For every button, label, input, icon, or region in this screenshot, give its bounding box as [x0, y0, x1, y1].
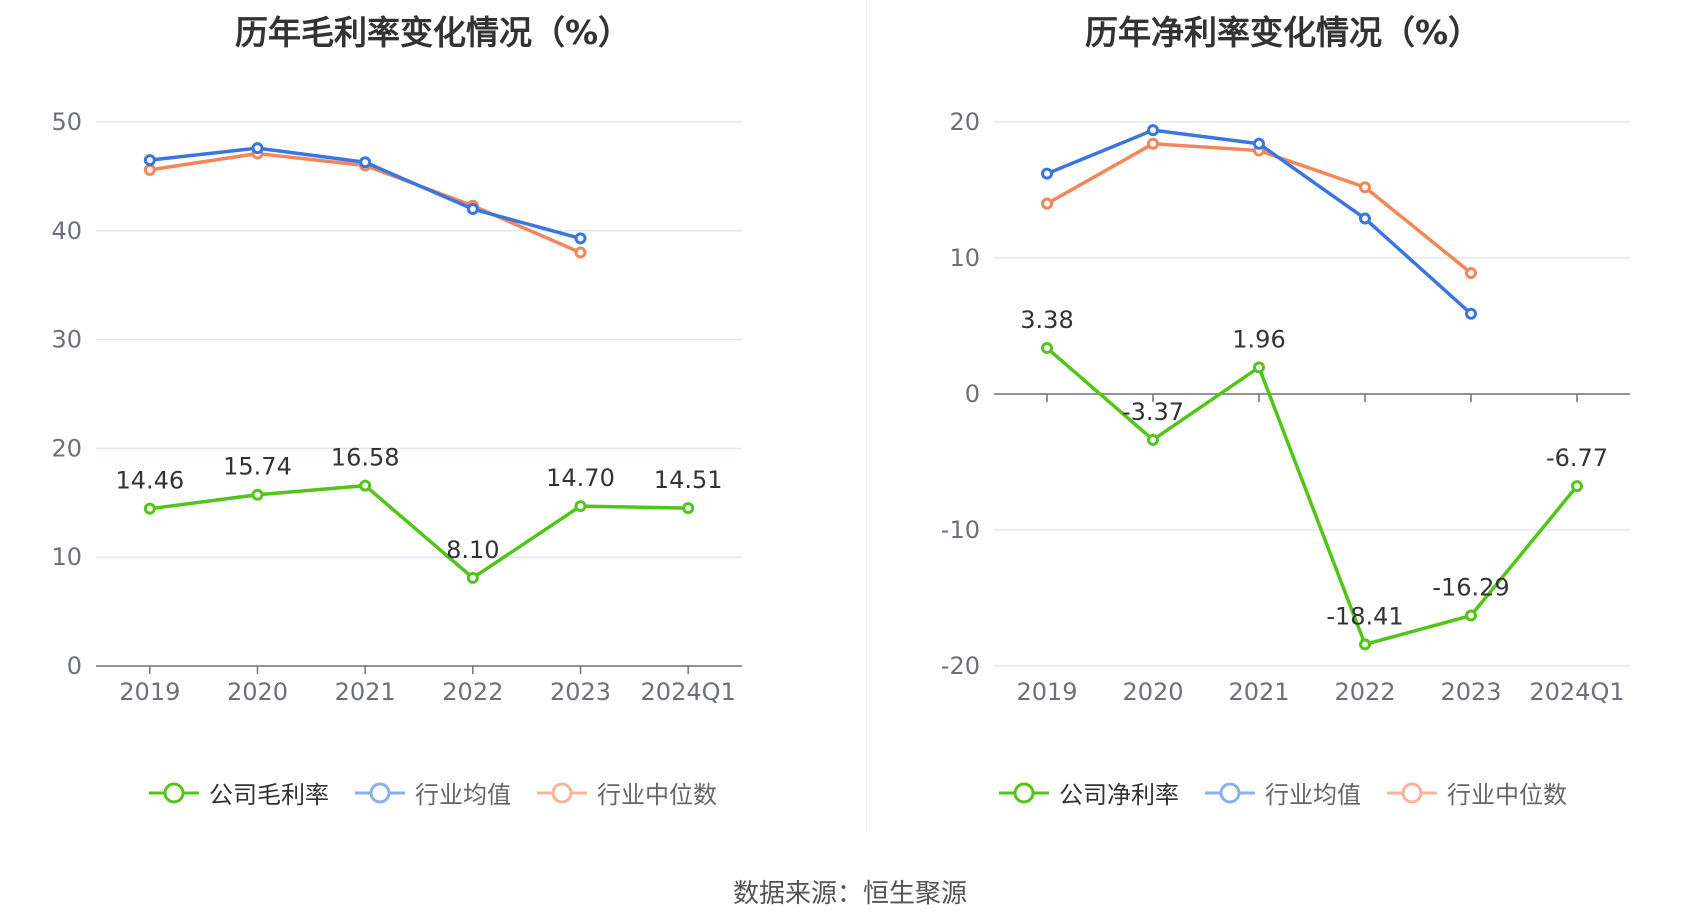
data-point: [1359, 212, 1371, 225]
legend-line-blue-icon: [355, 782, 405, 803]
net-margin-legend: 公司净利率 行业均值 行业中位数: [866, 775, 1700, 810]
data-point: [251, 142, 264, 155]
data-point: [251, 488, 264, 501]
gross-margin-chart-panel: 历年毛利率变化情况（%） 0 10 20 30 40 50 2019 2020 2021 2022…: [0, 0, 866, 830]
data-label: 8.10: [446, 536, 499, 564]
data-point: [143, 502, 156, 515]
series-line: [1045, 346, 1579, 647]
legend-item-industry-average[interactable]: 行业均值: [1205, 775, 1361, 810]
y-tick-label: 20: [949, 108, 980, 136]
data-label: 14.51: [654, 466, 723, 494]
data-point: [574, 232, 587, 245]
data-point: [1147, 137, 1159, 150]
data-point: [1465, 307, 1477, 320]
data-point: [1253, 361, 1265, 374]
legend-label: 行业中位数: [597, 781, 717, 809]
panel-divider: [866, 0, 867, 830]
x-tick-label: 2020: [227, 678, 288, 706]
legend-line-blue-icon: [1205, 782, 1255, 803]
data-point: [1465, 266, 1477, 279]
y-tick-label: 0: [67, 652, 82, 680]
x-tick-label: 2019: [119, 678, 180, 706]
y-tick-label: 40: [51, 217, 82, 245]
series-line: [1046, 142, 1473, 275]
data-label: -18.41: [1326, 602, 1403, 630]
data-point: [682, 502, 695, 515]
data-point: [143, 154, 156, 167]
data-point: [359, 156, 372, 169]
data-point: [1147, 433, 1159, 446]
x-tick-label: 2019: [1016, 678, 1077, 706]
x-tick-label: 2023: [550, 678, 611, 706]
data-label: 14.46: [115, 467, 184, 495]
y-tick-label: 50: [51, 108, 82, 136]
y-tick-label: 0: [965, 380, 980, 408]
data-point: [1041, 197, 1053, 210]
data-point: [1041, 167, 1053, 180]
y-tick-label: 10: [949, 244, 980, 272]
data-point: [1359, 181, 1371, 194]
y-tick-label: -10: [941, 516, 980, 544]
legend-item-industry-average[interactable]: 行业均值: [355, 775, 511, 810]
x-tick-label: 2021: [1228, 678, 1289, 706]
legend-line-orange-icon: [537, 782, 587, 803]
legend-label: 行业中位数: [1447, 781, 1567, 809]
x-tick-label: 2022: [1334, 678, 1395, 706]
data-label: -6.77: [1546, 444, 1608, 472]
data-point: [574, 500, 587, 513]
data-point: [1571, 480, 1583, 493]
data-label: 1.96: [1232, 325, 1285, 353]
data-point: [574, 246, 587, 259]
y-tick-label: 30: [51, 326, 82, 354]
legend-label: 公司净利率: [1059, 781, 1179, 809]
data-point: [466, 203, 479, 216]
legend-label: 行业均值: [415, 781, 511, 809]
net-margin-chart-title: 历年净利率变化情况（%）: [1084, 13, 1482, 52]
data-label: 15.74: [223, 453, 292, 481]
data-point: [1359, 638, 1371, 651]
x-tick-label: 2022: [442, 678, 503, 706]
gross-margin-chart: 0 10 20 30 40 50 2019 2020 2021 2022 2023 2024Q1 14.…: [51, 108, 742, 706]
x-tick-label: 2021: [335, 678, 396, 706]
x-tick-label: 2024Q1: [1529, 678, 1624, 706]
y-tick-label: 10: [51, 543, 82, 571]
gross-margin-chart-title: 历年毛利率变化情况（%）: [234, 13, 632, 52]
x-tick-label: 2023: [1440, 678, 1501, 706]
data-point: [1253, 137, 1265, 150]
data-point: [143, 163, 156, 176]
data-source: 数据来源：恒生聚源: [732, 879, 967, 909]
net-margin-chart: -20 -10 0 10 20 2019 2020 2021 2022 2023 2024Q1 3.3…: [941, 108, 1630, 706]
legend-item-industry-median[interactable]: 行业中位数: [1387, 775, 1567, 810]
legend-item-industry-median[interactable]: 行业中位数: [537, 775, 717, 810]
y-tick-label: 20: [51, 434, 82, 462]
data-point: [1041, 342, 1053, 355]
legend-line-orange-icon: [1387, 782, 1437, 803]
legend-line-green-icon: [149, 782, 199, 803]
net-margin-chart-panel: 历年净利率变化情况（%） -20 -10 0 10 20 2019 2020 2021 2022…: [866, 0, 1700, 830]
legend-label: 公司毛利率: [209, 781, 329, 809]
x-tick-label: 2020: [1122, 678, 1183, 706]
series-line: [149, 483, 689, 580]
data-label: 14.70: [546, 464, 615, 492]
x-tick-label: 2024Q1: [641, 678, 736, 706]
data-label: -3.37: [1122, 398, 1184, 426]
data-point: [1147, 124, 1159, 137]
data-label: 3.38: [1020, 306, 1073, 334]
legend-label: 行业均值: [1265, 781, 1361, 809]
data-label: -16.29: [1432, 574, 1509, 602]
legend-item-company-net-margin[interactable]: 公司净利率: [999, 775, 1179, 810]
data-point: [466, 571, 479, 584]
y-tick-label: -20: [941, 652, 980, 680]
gross-margin-legend: 公司毛利率 行业均值 行业中位数: [0, 775, 866, 810]
legend-line-green-icon: [999, 782, 1049, 803]
legend-item-company-gross-margin[interactable]: 公司毛利率: [149, 775, 329, 810]
data-point: [1465, 609, 1477, 622]
data-label: 16.58: [331, 444, 400, 472]
data-point: [359, 479, 372, 492]
